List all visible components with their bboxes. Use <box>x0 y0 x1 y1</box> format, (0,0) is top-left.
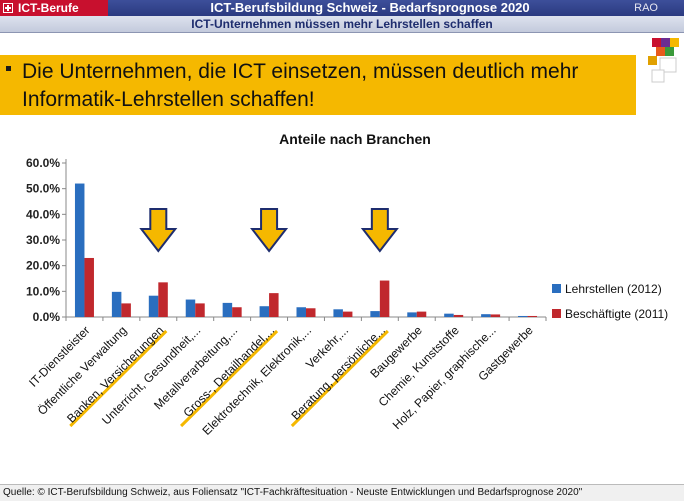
puzzle-logo-icon <box>648 38 679 83</box>
bar-lehrstellen <box>444 313 454 317</box>
legend-label: Lehrstellen (2012) <box>565 282 662 296</box>
bar-lehrstellen <box>481 314 491 317</box>
bar-chart: Anteile nach Branchen 0.0% 10.0% 20.0% 30.0… <box>26 131 668 438</box>
legend-swatch <box>552 284 561 293</box>
highlight-arrow-icon <box>360 208 399 253</box>
presentation-title: ICT-Berufsbildung Schweiz - Bedarfsprogn… <box>210 0 530 15</box>
bar-beschaeftigte <box>195 303 205 317</box>
bar-lehrstellen <box>518 315 528 317</box>
swiss-cross-icon <box>3 3 13 13</box>
title-bar <box>0 0 684 16</box>
headline-banner <box>0 55 636 115</box>
bar-beschaeftigte <box>490 314 501 317</box>
highlight-underline <box>180 329 279 428</box>
y-tick-label: 10.0% <box>26 284 60 298</box>
highlight-underline <box>290 329 389 428</box>
y-tick-label: 0.0% <box>33 310 61 324</box>
subtitle-bar <box>0 16 684 33</box>
bar-lehrstellen <box>222 302 233 317</box>
bar-lehrstellen <box>74 183 85 317</box>
headline-text: Die Unternehmen, die ICT einsetzen, müss… <box>22 60 579 111</box>
highlight-underline <box>69 329 168 428</box>
bar-lehrstellen <box>333 309 343 317</box>
y-tick-label: 30.0% <box>26 233 60 247</box>
org-label: RAO <box>634 2 658 14</box>
bar-beschaeftigte <box>306 308 316 317</box>
bar-beschaeftigte <box>379 280 390 317</box>
highlight-arrow-icon <box>250 208 289 253</box>
bar-beschaeftigte <box>232 307 242 317</box>
bar-lehrstellen <box>407 312 417 317</box>
bar-beschaeftigte <box>121 303 131 317</box>
bar-beschaeftigte <box>416 311 427 317</box>
source-note: Quelle: © ICT-Berufsbildung Schweiz, aus… <box>3 487 583 498</box>
bar-lehrstellen <box>296 307 306 317</box>
y-tick-label: 20.0% <box>26 259 60 273</box>
y-tick-label: 50.0% <box>26 182 60 196</box>
bar-beschaeftigte <box>453 314 464 317</box>
bar-lehrstellen <box>185 299 196 317</box>
bar-beschaeftigte <box>269 293 279 317</box>
bar-lehrstellen <box>370 311 380 317</box>
brand-label: ICT-Berufe <box>18 1 79 15</box>
highlight-arrow-icon <box>139 208 178 253</box>
bar-lehrstellen <box>259 306 270 317</box>
bar-beschaeftigte <box>342 311 353 317</box>
bar-beschaeftigte <box>158 282 168 317</box>
chart-body: 0.0%10.0%20.0%30.0%40.0%50.0%60.0%IT-Die… <box>26 156 668 438</box>
brand-logo: ICT-Berufe <box>0 0 108 16</box>
chart-title: Anteile nach Branchen <box>279 131 431 147</box>
footer: Quelle: © ICT-Berufsbildung Schweiz, aus… <box>0 484 684 501</box>
legend-label: Beschäftigte (2011) <box>565 307 668 321</box>
y-tick-label: 40.0% <box>26 207 60 221</box>
bar-lehrstellen <box>111 291 122 317</box>
bar-beschaeftigte <box>84 257 94 317</box>
y-tick-label: 60.0% <box>26 156 60 170</box>
legend-swatch <box>552 309 561 318</box>
bullet-square-icon <box>6 66 11 71</box>
slide-subtitle: ICT-Unternehmen müssen mehr Lehrstellen … <box>191 17 493 31</box>
bar-lehrstellen <box>148 295 159 317</box>
bar-beschaeftigte <box>527 315 538 317</box>
